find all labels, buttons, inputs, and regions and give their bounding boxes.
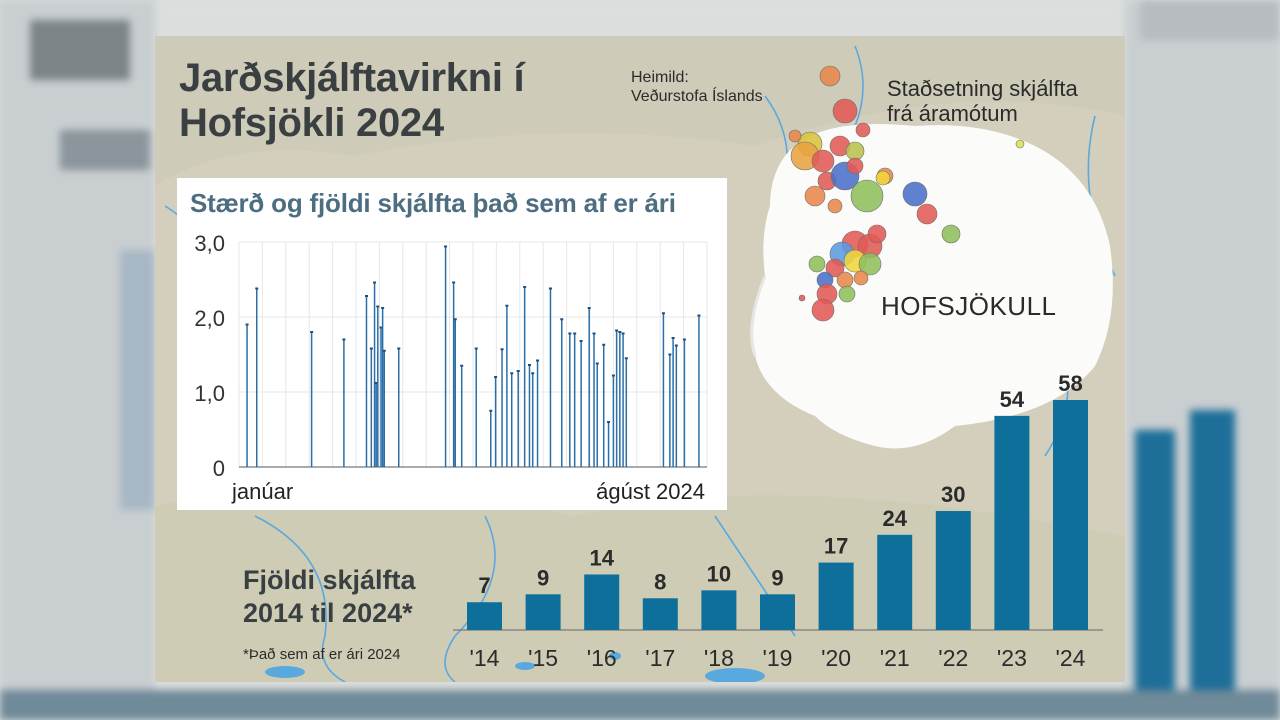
- quake-dot: [798, 294, 806, 302]
- quake-dot: [858, 252, 882, 276]
- magnitude-chart: 0 1,0 2,0 3,0 janúar ágúst 2024: [194, 231, 708, 504]
- magnitude-chart-title: Stærð og fjöldi skjálfta það sem af er á…: [190, 188, 676, 218]
- x-tick-label-start: janúar: [231, 479, 293, 504]
- quake-dot: [811, 149, 835, 173]
- grid: [238, 241, 708, 467]
- quake-dot: [825, 258, 845, 278]
- yearly-title-line-2: 2014 til 2024*: [243, 598, 413, 628]
- quake-dot: [875, 170, 891, 186]
- title-line-2: Hofsjökli 2024: [179, 101, 444, 145]
- y-tick-label: 0: [213, 456, 225, 481]
- y-tick-label: 1,0: [194, 381, 225, 406]
- footnote: *Það sem af er ári 2024: [243, 646, 401, 663]
- quake-dot: [804, 185, 826, 207]
- infographic: Jarðskjálftavirkni í Hofsjökli 2024 Heim…: [155, 36, 1125, 682]
- source-note: Heimild: Veðurstofa Íslands: [631, 68, 763, 106]
- lakes: [265, 652, 765, 682]
- title: Jarðskjálftavirkni í Hofsjökli 2024: [179, 56, 525, 146]
- stems: [245, 245, 701, 467]
- quake-dot: [853, 270, 869, 286]
- map-location-label: Staðsetning skjálfta frá áramótum: [887, 76, 1078, 126]
- quake-dot: [867, 224, 887, 244]
- yearly-title-line-1: Fjöldi skjálfta: [243, 565, 416, 595]
- quake-dot: [832, 98, 858, 124]
- quake-dot: [855, 122, 871, 138]
- quake-dot: [838, 285, 856, 303]
- quake-dot: [845, 141, 865, 161]
- quake-dot: [941, 224, 961, 244]
- quake-dot: [827, 198, 843, 214]
- source-label: Heimild:: [631, 69, 689, 86]
- quake-dot: [819, 65, 841, 87]
- quake-dot: [1015, 139, 1025, 149]
- quake-dot: [811, 298, 835, 322]
- source-name: Veðurstofa Íslands: [631, 88, 763, 105]
- quake-dot: [808, 255, 826, 273]
- map-label-line-1: Staðsetning skjálfta: [887, 76, 1078, 101]
- quake-dot: [850, 179, 884, 213]
- quake-dot: [836, 271, 854, 289]
- quake-dot: [846, 157, 864, 175]
- yearly-count-title: Fjöldi skjálfta 2014 til 2024*: [243, 564, 416, 630]
- quake-dot: [916, 203, 938, 225]
- quake-dot: [788, 129, 802, 143]
- title-line-1: Jarðskjálftavirkni í: [179, 56, 525, 100]
- earthquake-locations: [788, 65, 1025, 322]
- map-label-line-2: frá áramótum: [887, 101, 1018, 126]
- quake-dot: [902, 181, 928, 207]
- y-tick-label: 2,0: [194, 306, 225, 331]
- y-tick-label: 3,0: [194, 231, 225, 256]
- glacier-label: HOFSJÖKULL: [881, 291, 1057, 321]
- x-tick-label-end: ágúst 2024: [596, 479, 705, 504]
- magnitude-chart-panel: Stærð og fjöldi skjálfta það sem af er á…: [177, 178, 727, 510]
